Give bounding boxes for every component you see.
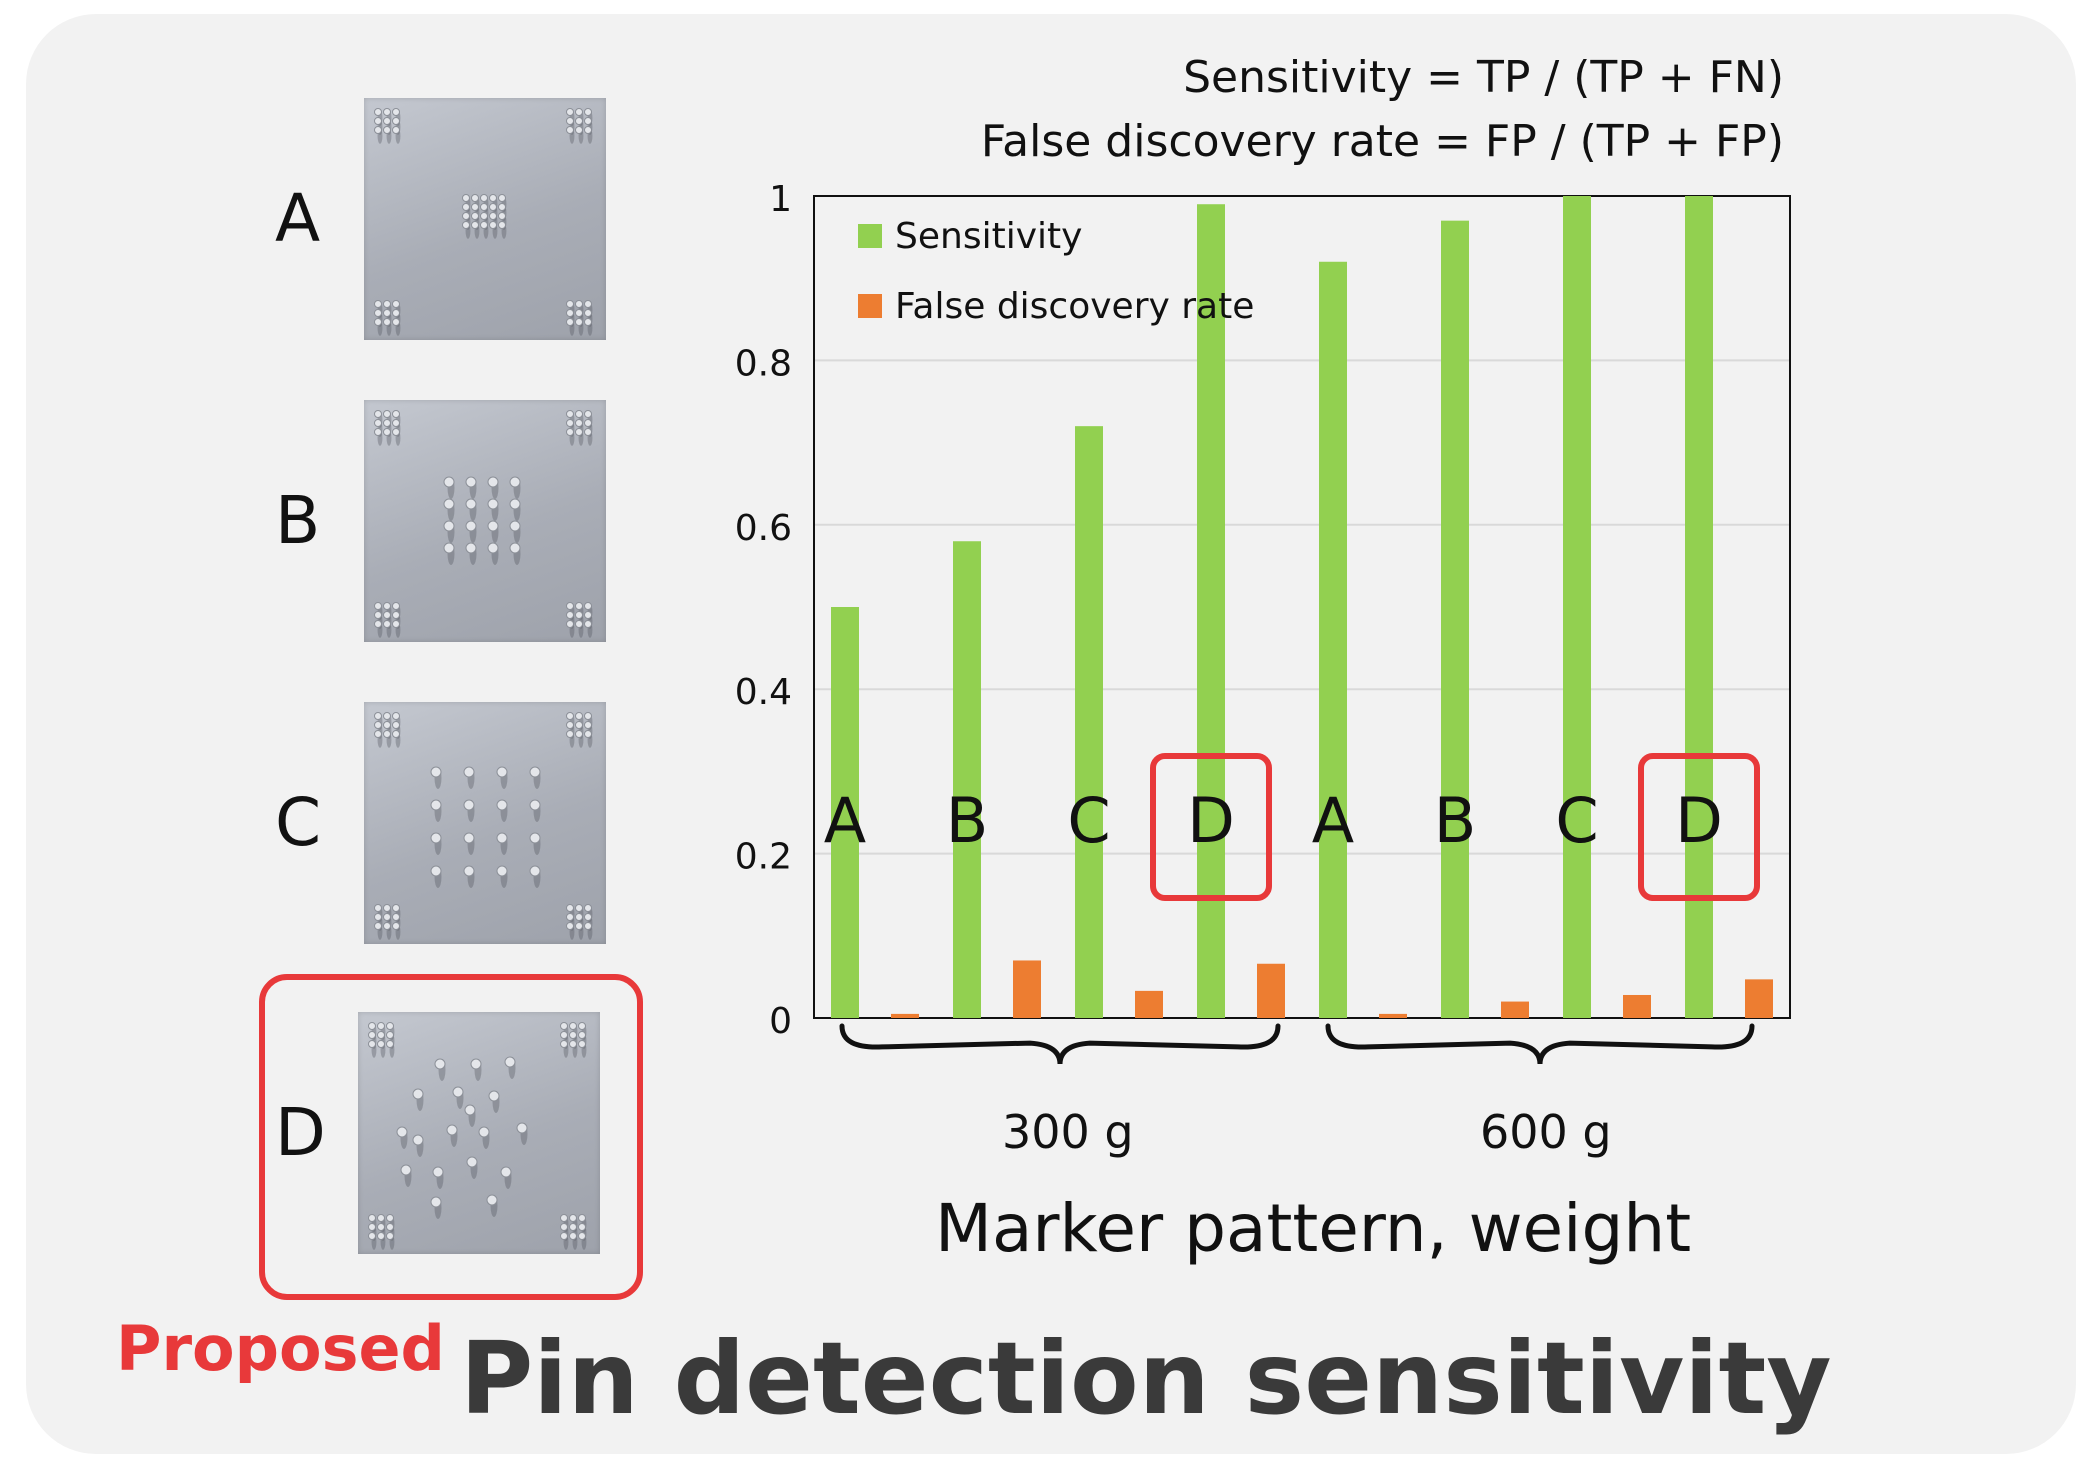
category-label: C xyxy=(1067,784,1110,857)
sensitivity-formula: Sensitivity = TP / (TP + FN) xyxy=(1183,52,1784,103)
sensitivity-bar xyxy=(1319,261,1347,1018)
fdr-bar xyxy=(1501,1001,1529,1018)
y-tick-label: 1 xyxy=(769,179,792,220)
x-axis-title: Marker pattern, weight xyxy=(935,1190,1692,1267)
category-label: B xyxy=(1434,784,1477,857)
pattern-letter: B xyxy=(275,482,321,559)
group-label-300g: 300 g xyxy=(1002,1105,1134,1159)
fdr-bar xyxy=(1379,1013,1407,1018)
category-label: A xyxy=(1312,784,1354,857)
fdr-bar xyxy=(1135,990,1163,1018)
pattern-thumbnail xyxy=(364,98,606,340)
group-label-600g: 600 g xyxy=(1480,1105,1612,1159)
y-tick-label: 0.8 xyxy=(735,343,792,384)
fdr-bar xyxy=(1623,994,1651,1018)
fdr-bar xyxy=(1745,979,1773,1018)
pattern-thumbnail xyxy=(358,1012,600,1254)
proposed-label: Proposed xyxy=(116,1312,445,1385)
sensitivity-bar xyxy=(1197,204,1225,1019)
sensitivity-bar xyxy=(953,541,981,1018)
fdr-bar xyxy=(1013,960,1041,1018)
legend-fdr-label: False discovery rate xyxy=(895,286,1254,327)
plot-frame xyxy=(813,195,1791,1019)
legend-sensitivity-label: Sensitivity xyxy=(895,216,1082,257)
y-tick-label: 0.2 xyxy=(735,837,792,878)
legend-sensitivity-swatch xyxy=(858,224,882,248)
y-tick-label: 0.6 xyxy=(735,508,792,549)
group-brace xyxy=(1325,1023,1755,1065)
pattern-thumbnail xyxy=(364,400,606,642)
y-tick-label: 0.4 xyxy=(735,672,792,713)
pattern-thumbnail xyxy=(364,702,606,944)
sensitivity-bar xyxy=(1441,220,1469,1018)
category-label: B xyxy=(946,784,989,857)
sensitivity-bar xyxy=(1563,196,1591,1018)
pattern-row-d: D xyxy=(0,1012,660,1272)
legend-fdr-swatch xyxy=(858,294,882,318)
category-label: A xyxy=(824,784,866,857)
fdr-bar xyxy=(891,1013,919,1018)
y-tick-label: 0 xyxy=(769,1001,792,1042)
proposed-highlight-box xyxy=(259,974,643,1300)
group-brace xyxy=(839,1023,1281,1065)
pattern-row-c: C xyxy=(0,702,660,962)
category-label: C xyxy=(1555,784,1598,857)
category-label: D xyxy=(1187,784,1235,857)
highlight-box-d xyxy=(1638,753,1760,901)
fdr-formula: False discovery rate = FP / (TP + FP) xyxy=(980,116,1784,167)
pattern-letter: A xyxy=(275,180,321,257)
sensitivity-bar xyxy=(831,607,859,1018)
pattern-letter: D xyxy=(275,1094,326,1171)
sensitivity-bar xyxy=(1685,196,1713,1018)
pattern-row-a: A xyxy=(0,98,660,358)
pattern-row-b: B xyxy=(0,400,660,660)
pattern-letter: C xyxy=(275,784,322,861)
sensitivity-bar xyxy=(1075,426,1103,1018)
main-title: Pin detection sensitivity xyxy=(460,1320,1832,1437)
fdr-bar xyxy=(1257,963,1285,1018)
highlight-box-d xyxy=(1150,753,1272,901)
category-label: D xyxy=(1675,784,1723,857)
